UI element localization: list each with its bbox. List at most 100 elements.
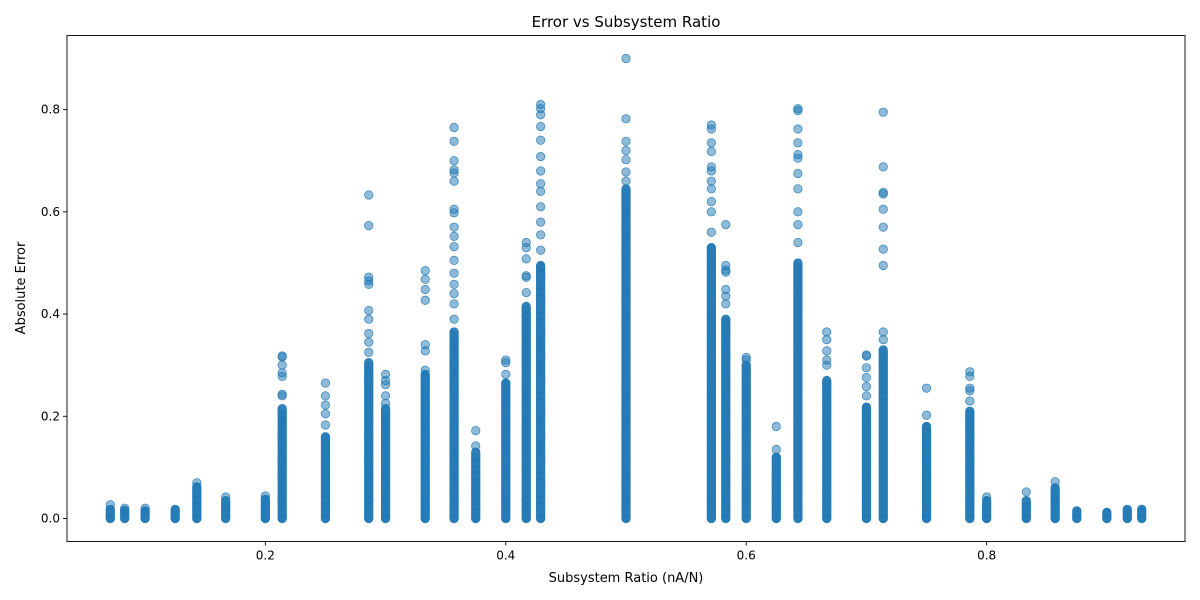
data-point [260, 491, 270, 501]
data-point [536, 121, 546, 132]
data-point [364, 347, 374, 357]
data-point [449, 222, 459, 232]
data-point [721, 299, 731, 309]
data-point [501, 379, 511, 389]
data-point [822, 379, 832, 389]
data-point [1122, 507, 1132, 517]
data-point [449, 329, 459, 339]
data-point [771, 444, 781, 455]
data-point [706, 197, 716, 207]
data-point [1021, 501, 1031, 511]
data-point [320, 391, 331, 401]
data-point [621, 136, 631, 146]
data-point [793, 207, 803, 217]
data-point [536, 202, 546, 212]
data-point [621, 114, 631, 124]
data-point [1072, 507, 1082, 517]
y-axis-ticks: 0.0 0.2 0.4 0.6 0.8 [41, 103, 67, 526]
data-point [878, 335, 888, 345]
data-point [320, 420, 331, 430]
data-point [922, 421, 932, 431]
data-point [449, 241, 459, 252]
data-point [420, 295, 430, 305]
data-point [521, 305, 531, 315]
data-point [420, 266, 430, 276]
data-point [921, 410, 932, 420]
data-point [706, 184, 716, 194]
data-point [449, 299, 459, 309]
data-point [501, 355, 511, 365]
data-point [140, 503, 150, 513]
data-point [822, 355, 832, 365]
data-point [364, 272, 374, 282]
data-point [621, 145, 631, 156]
data-point [721, 260, 731, 271]
data-point [878, 107, 888, 117]
data-point [878, 244, 888, 254]
data-point [721, 317, 731, 327]
data-point [449, 176, 459, 186]
y-tick-label: 0.8 [41, 103, 60, 117]
data-point [449, 122, 459, 133]
data-point [861, 403, 871, 413]
data-point [420, 284, 430, 295]
data-point [277, 351, 287, 361]
data-point [277, 389, 287, 399]
data-point [706, 176, 716, 186]
data-point [105, 507, 115, 517]
data-point [982, 501, 992, 511]
data-point [364, 314, 374, 324]
data-point [861, 391, 872, 401]
data-point [380, 398, 391, 409]
data-point [878, 327, 888, 337]
data-point [449, 204, 459, 214]
data-point [1137, 507, 1147, 517]
data-point [878, 162, 888, 172]
data-point [221, 501, 231, 511]
data-point [878, 260, 888, 271]
data-point [706, 162, 716, 172]
data-point [822, 327, 832, 337]
y-tick-label: 0.2 [41, 409, 60, 423]
data-point [521, 254, 531, 264]
data-point [380, 369, 391, 379]
data-point [364, 190, 374, 200]
data-point [793, 138, 803, 148]
data-point [536, 230, 546, 240]
data-point [471, 452, 481, 462]
data-point [706, 146, 716, 157]
data-point [536, 166, 546, 176]
data-point [793, 184, 803, 194]
data-point [965, 383, 975, 393]
data-point [221, 492, 231, 502]
data-point [449, 268, 459, 278]
data-point [420, 274, 430, 284]
y-axis-label: Absolute Error [14, 241, 29, 334]
data-point [793, 124, 803, 134]
data-point [277, 409, 287, 419]
data-point [793, 168, 803, 179]
data-point [364, 360, 374, 370]
x-axis-label: Subsystem Ratio (nA/N) [549, 571, 704, 586]
data-point [621, 188, 631, 198]
data-point [621, 53, 631, 64]
data-point [320, 434, 330, 444]
data-point [381, 409, 391, 419]
x-tick-label: 0.8 [977, 549, 996, 563]
data-point [521, 271, 531, 281]
data-point [170, 507, 180, 517]
data-point [536, 245, 546, 255]
data-point [822, 335, 832, 345]
y-tick-label: 0.6 [41, 205, 60, 219]
data-point [793, 262, 803, 272]
data-point [793, 149, 803, 160]
data-point [921, 383, 932, 393]
data-point [320, 400, 331, 410]
data-point [878, 348, 888, 358]
data-point [706, 227, 716, 237]
data-point [965, 367, 975, 377]
data-point [364, 328, 374, 339]
data-point [364, 337, 374, 347]
